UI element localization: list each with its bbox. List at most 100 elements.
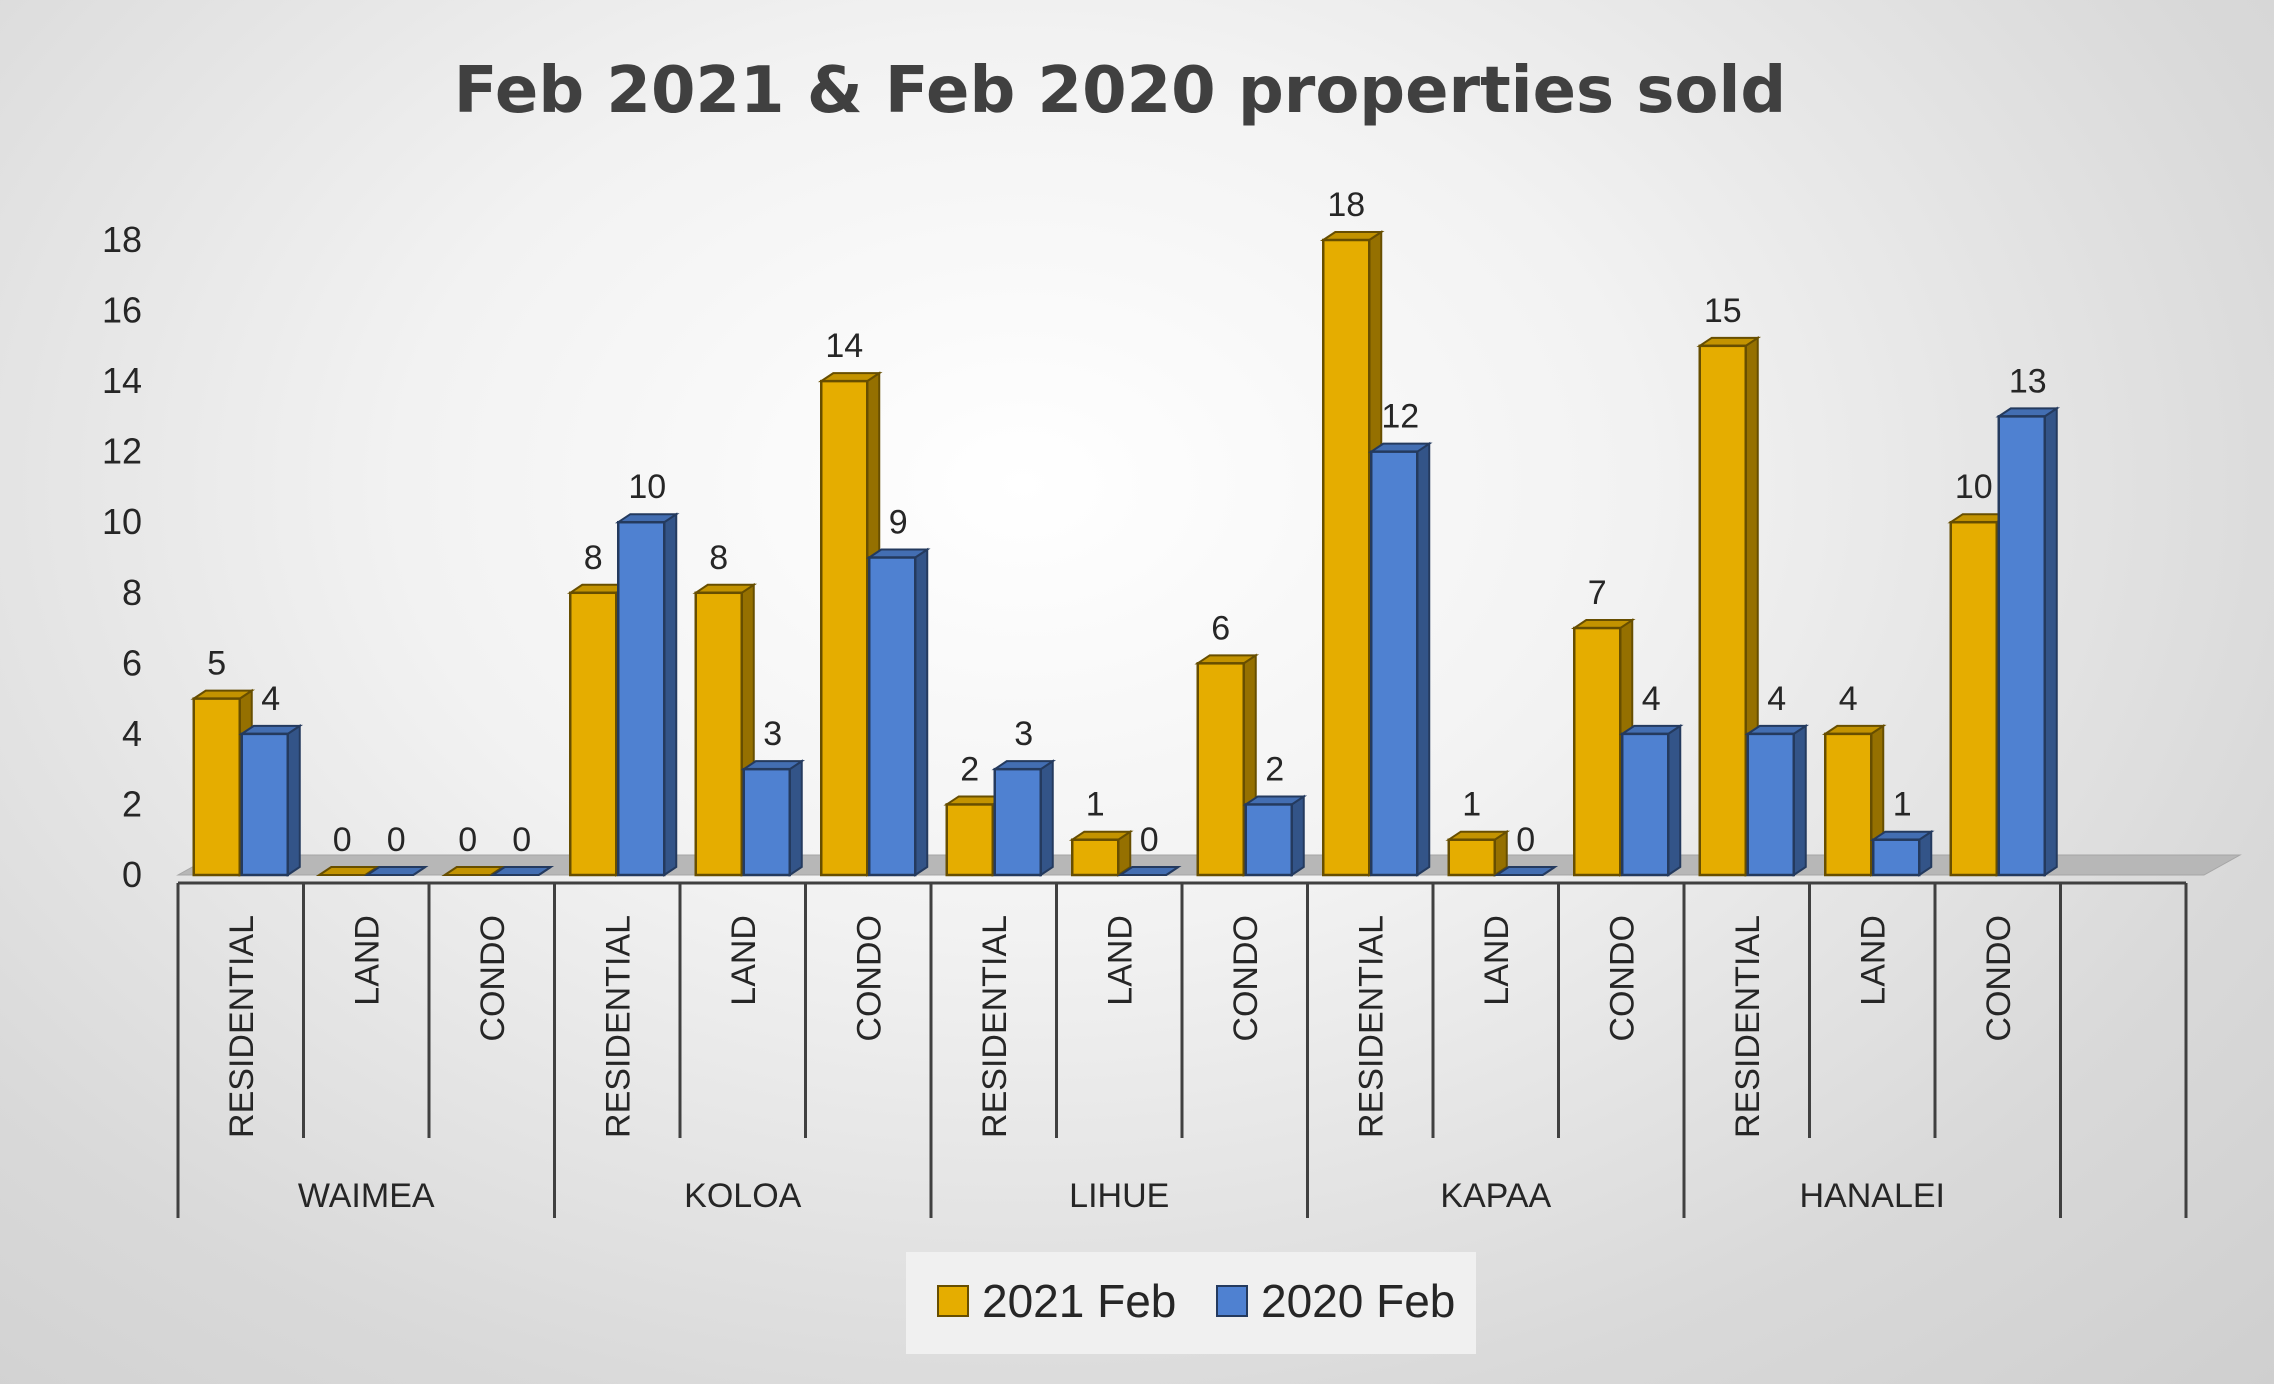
y-tick-label: 16 <box>102 290 142 331</box>
data-label-2020: 10 <box>628 468 666 506</box>
data-label-2020: 3 <box>1014 715 1033 753</box>
bar-top <box>1493 866 1559 876</box>
bar-front <box>1997 415 2046 877</box>
bar-front <box>1949 520 1998 877</box>
data-label-2021: 8 <box>584 539 603 577</box>
data-label-2021: 14 <box>825 327 863 365</box>
category-label: RESIDENTIAL <box>223 915 261 1138</box>
data-label-2020: 2 <box>1265 750 1284 788</box>
bar-front <box>1573 626 1622 877</box>
bar-2020 <box>1618 724 1684 877</box>
data-label-2020: 3 <box>763 715 782 753</box>
bar-2020 <box>1367 441 1433 877</box>
data-label-2020: 4 <box>1767 680 1786 718</box>
bar-side <box>2043 406 2058 877</box>
bar-front <box>1824 732 1873 877</box>
legend-box <box>906 1252 1476 1354</box>
bar-front <box>1244 803 1293 877</box>
legend-label: 2021 Feb <box>982 1275 1176 1327</box>
bar-2020 <box>991 759 1057 877</box>
bar-front <box>1322 238 1371 877</box>
bar-front <box>945 803 994 877</box>
data-label-2020: 0 <box>1140 821 1159 859</box>
category-label: CONDO <box>1603 915 1641 1042</box>
bar-side <box>1039 759 1054 877</box>
bar-front <box>1746 732 1795 877</box>
y-tick-label: 4 <box>122 713 142 754</box>
bar-front <box>1370 450 1419 877</box>
data-label-2020: 0 <box>512 821 531 859</box>
category-label: RESIDENTIAL <box>1352 915 1390 1138</box>
bar-2020 <box>1242 794 1308 877</box>
bar-side <box>1667 724 1682 877</box>
bar-front <box>993 767 1042 877</box>
y-tick-label: 18 <box>102 219 142 260</box>
bar-front <box>868 556 917 877</box>
category-label: CONDO <box>850 915 888 1042</box>
legend-item[interactable]: 2020 Feb <box>1216 1275 1455 1327</box>
data-label-2021: 5 <box>207 645 226 683</box>
bar-side <box>1792 724 1807 877</box>
bar-2020 <box>1869 829 1935 877</box>
bar-front <box>1196 662 1245 877</box>
data-label-2021: 4 <box>1839 680 1858 718</box>
data-label-2020: 4 <box>1642 680 1661 718</box>
data-label-2021: 0 <box>458 821 477 859</box>
y-tick-label: 10 <box>102 501 142 542</box>
bar-2020 <box>489 866 555 876</box>
bar-top <box>315 866 381 876</box>
group-label: WAIMEA <box>298 1177 435 1215</box>
y-tick-label: 14 <box>102 360 142 401</box>
category-label: LAND <box>348 915 386 1006</box>
bar-side <box>1290 794 1305 877</box>
bar-2020 <box>614 512 680 877</box>
legend-label: 2020 Feb <box>1261 1275 1455 1327</box>
category-label: RESIDENTIAL <box>1729 915 1767 1138</box>
category-label: CONDO <box>474 915 512 1042</box>
category-label: RESIDENTIAL <box>599 915 637 1138</box>
y-tick-label: 8 <box>122 572 142 613</box>
data-label-2020: 1 <box>1893 786 1912 824</box>
category-label: RESIDENTIAL <box>976 915 1014 1138</box>
data-label-2020: 9 <box>889 504 908 542</box>
bar-2021 <box>315 866 381 876</box>
bar-2020 <box>1744 724 1810 877</box>
legend-item[interactable]: 2021 Feb <box>937 1275 1176 1327</box>
y-tick-label: 6 <box>122 642 142 683</box>
y-tick-label: 0 <box>122 854 142 895</box>
bar-side <box>286 724 301 877</box>
data-label-2020: 0 <box>387 821 406 859</box>
y-tick-label: 2 <box>122 783 142 824</box>
bar-top <box>1116 866 1182 876</box>
bar-front <box>1621 732 1670 877</box>
data-label-2020: 13 <box>2009 362 2047 400</box>
category-label: LAND <box>1854 915 1892 1006</box>
bar-2020 <box>363 866 429 876</box>
bar-front <box>820 379 869 877</box>
legend-swatch <box>937 1285 969 1317</box>
data-label-2021: 0 <box>333 821 352 859</box>
bar-top <box>441 866 507 876</box>
group-label: KOLOA <box>684 1177 801 1215</box>
legend: 2021 Feb 2020 Feb <box>906 1252 1476 1354</box>
category-label: CONDO <box>1227 915 1265 1042</box>
group-label: LIHUE <box>1069 1177 1169 1215</box>
bar-front <box>1071 838 1120 877</box>
bar-2021 <box>1068 829 1134 877</box>
data-label-2021: 10 <box>1955 468 1993 506</box>
data-label-2020: 0 <box>1516 821 1535 859</box>
bar-2020 <box>865 547 931 877</box>
category-label: CONDO <box>1980 915 2018 1042</box>
bar-side <box>788 759 803 877</box>
bar-2021 <box>441 866 507 876</box>
bar-side <box>914 547 929 877</box>
bar-front <box>569 591 618 877</box>
bars <box>190 230 2061 877</box>
data-label-2021: 18 <box>1327 186 1365 224</box>
bar-2020 <box>1493 866 1559 876</box>
bar-2020 <box>1116 866 1182 876</box>
data-label-2020: 4 <box>261 680 280 718</box>
y-axis: 0 2 4 6 8 10 12 14 16 18 <box>102 219 142 895</box>
data-label-2021: 1 <box>1086 786 1105 824</box>
